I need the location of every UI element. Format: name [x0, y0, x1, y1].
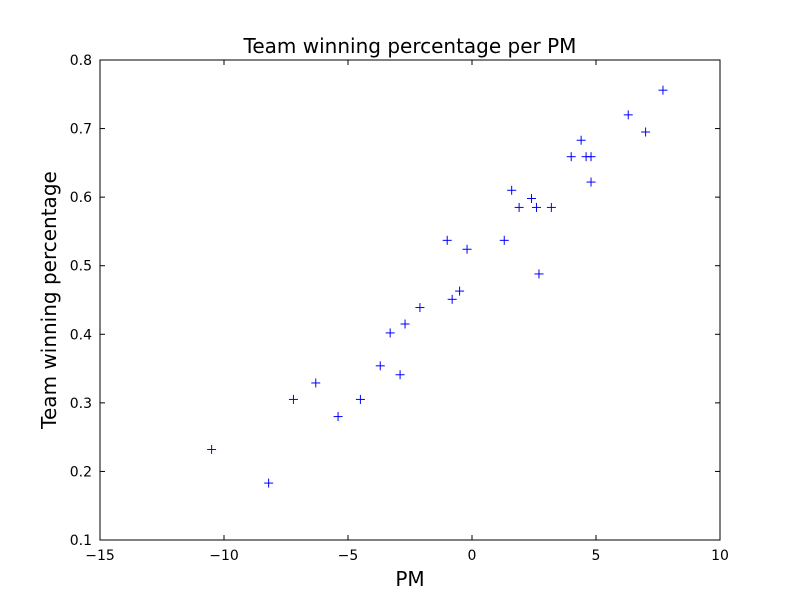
x-axis-label: PM	[395, 567, 424, 591]
data-point	[586, 152, 596, 162]
data-point	[264, 478, 274, 488]
data-point	[333, 412, 343, 422]
y-tick-label: 0.5	[70, 259, 92, 275]
data-point	[546, 202, 556, 212]
data-point	[586, 177, 596, 187]
y-axis-label: Team winning percentage	[37, 171, 61, 430]
y-tick-label: 0.2	[70, 464, 92, 480]
x-tick-label: 5	[592, 548, 601, 564]
data-point	[566, 152, 576, 162]
y-tick-label: 0.7	[70, 122, 92, 138]
data-point	[527, 194, 537, 204]
axis-ticks: −15 −10 −5 0 5 10 0.1 0.2 0.3 0.4 0.5 0.6 0.7 0.8	[70, 53, 729, 564]
data-point	[311, 378, 321, 388]
x-tick-label: 0	[468, 548, 477, 564]
data-point	[288, 394, 298, 404]
y-tick-label: 0.3	[70, 396, 92, 412]
data-point	[455, 286, 465, 296]
plot-area	[100, 60, 720, 540]
x-tick-label: −10	[209, 548, 239, 564]
x-tick-label: −15	[85, 548, 115, 564]
data-point	[507, 185, 517, 195]
x-tick-label: 10	[711, 548, 729, 564]
data-point	[576, 135, 586, 145]
data-point	[355, 394, 365, 404]
data-point	[658, 85, 668, 95]
data-point	[415, 303, 425, 313]
data-point	[462, 244, 472, 254]
data-point	[400, 319, 410, 329]
data-point	[442, 235, 452, 245]
data-point	[531, 202, 541, 212]
data-point	[375, 361, 385, 371]
data-point	[499, 235, 509, 245]
y-tick-label: 0.8	[70, 53, 92, 69]
data-point	[641, 127, 651, 137]
data-point	[207, 444, 217, 454]
y-tick-label: 0.6	[70, 190, 92, 206]
plot-frame	[99, 59, 721, 541]
data-point	[623, 110, 633, 120]
data-point	[534, 269, 544, 279]
data-point	[395, 370, 405, 380]
data-point	[447, 294, 457, 304]
chart-title: Team winning percentage per PM	[243, 34, 577, 58]
data-points	[207, 85, 668, 488]
y-tick-label: 0.4	[70, 327, 92, 343]
x-tick-label: −5	[338, 548, 359, 564]
data-point	[385, 328, 395, 338]
data-point	[514, 202, 524, 212]
y-tick-label: 0.1	[70, 533, 92, 549]
